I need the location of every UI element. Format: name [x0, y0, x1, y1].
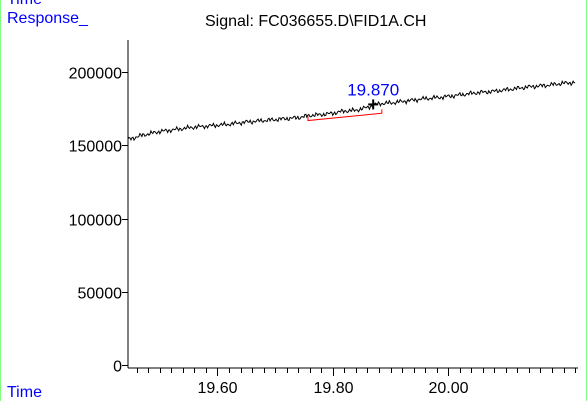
x-tick-label: 20.00	[428, 380, 468, 397]
y-tick-label: 150000	[69, 139, 122, 156]
chart-title: Signal: FC036655.D\FID1A.CH	[205, 13, 427, 30]
y-tick-label: 100000	[69, 213, 122, 230]
x-tick-label: 19.60	[197, 380, 237, 397]
y-tick-label: 50000	[78, 286, 123, 303]
y-tick-label: 200000	[69, 66, 122, 83]
peak-label: 19.870	[347, 80, 399, 99]
y-tick-label: 0	[113, 359, 122, 376]
time-axis-label: Time	[7, 384, 42, 401]
response-axis-label: Response_	[7, 10, 88, 27]
integration-baseline	[307, 109, 383, 122]
signal-trace	[127, 80, 576, 142]
x-tick-label: 19.80	[313, 380, 353, 397]
top-time-label: Time	[7, 0, 42, 8]
